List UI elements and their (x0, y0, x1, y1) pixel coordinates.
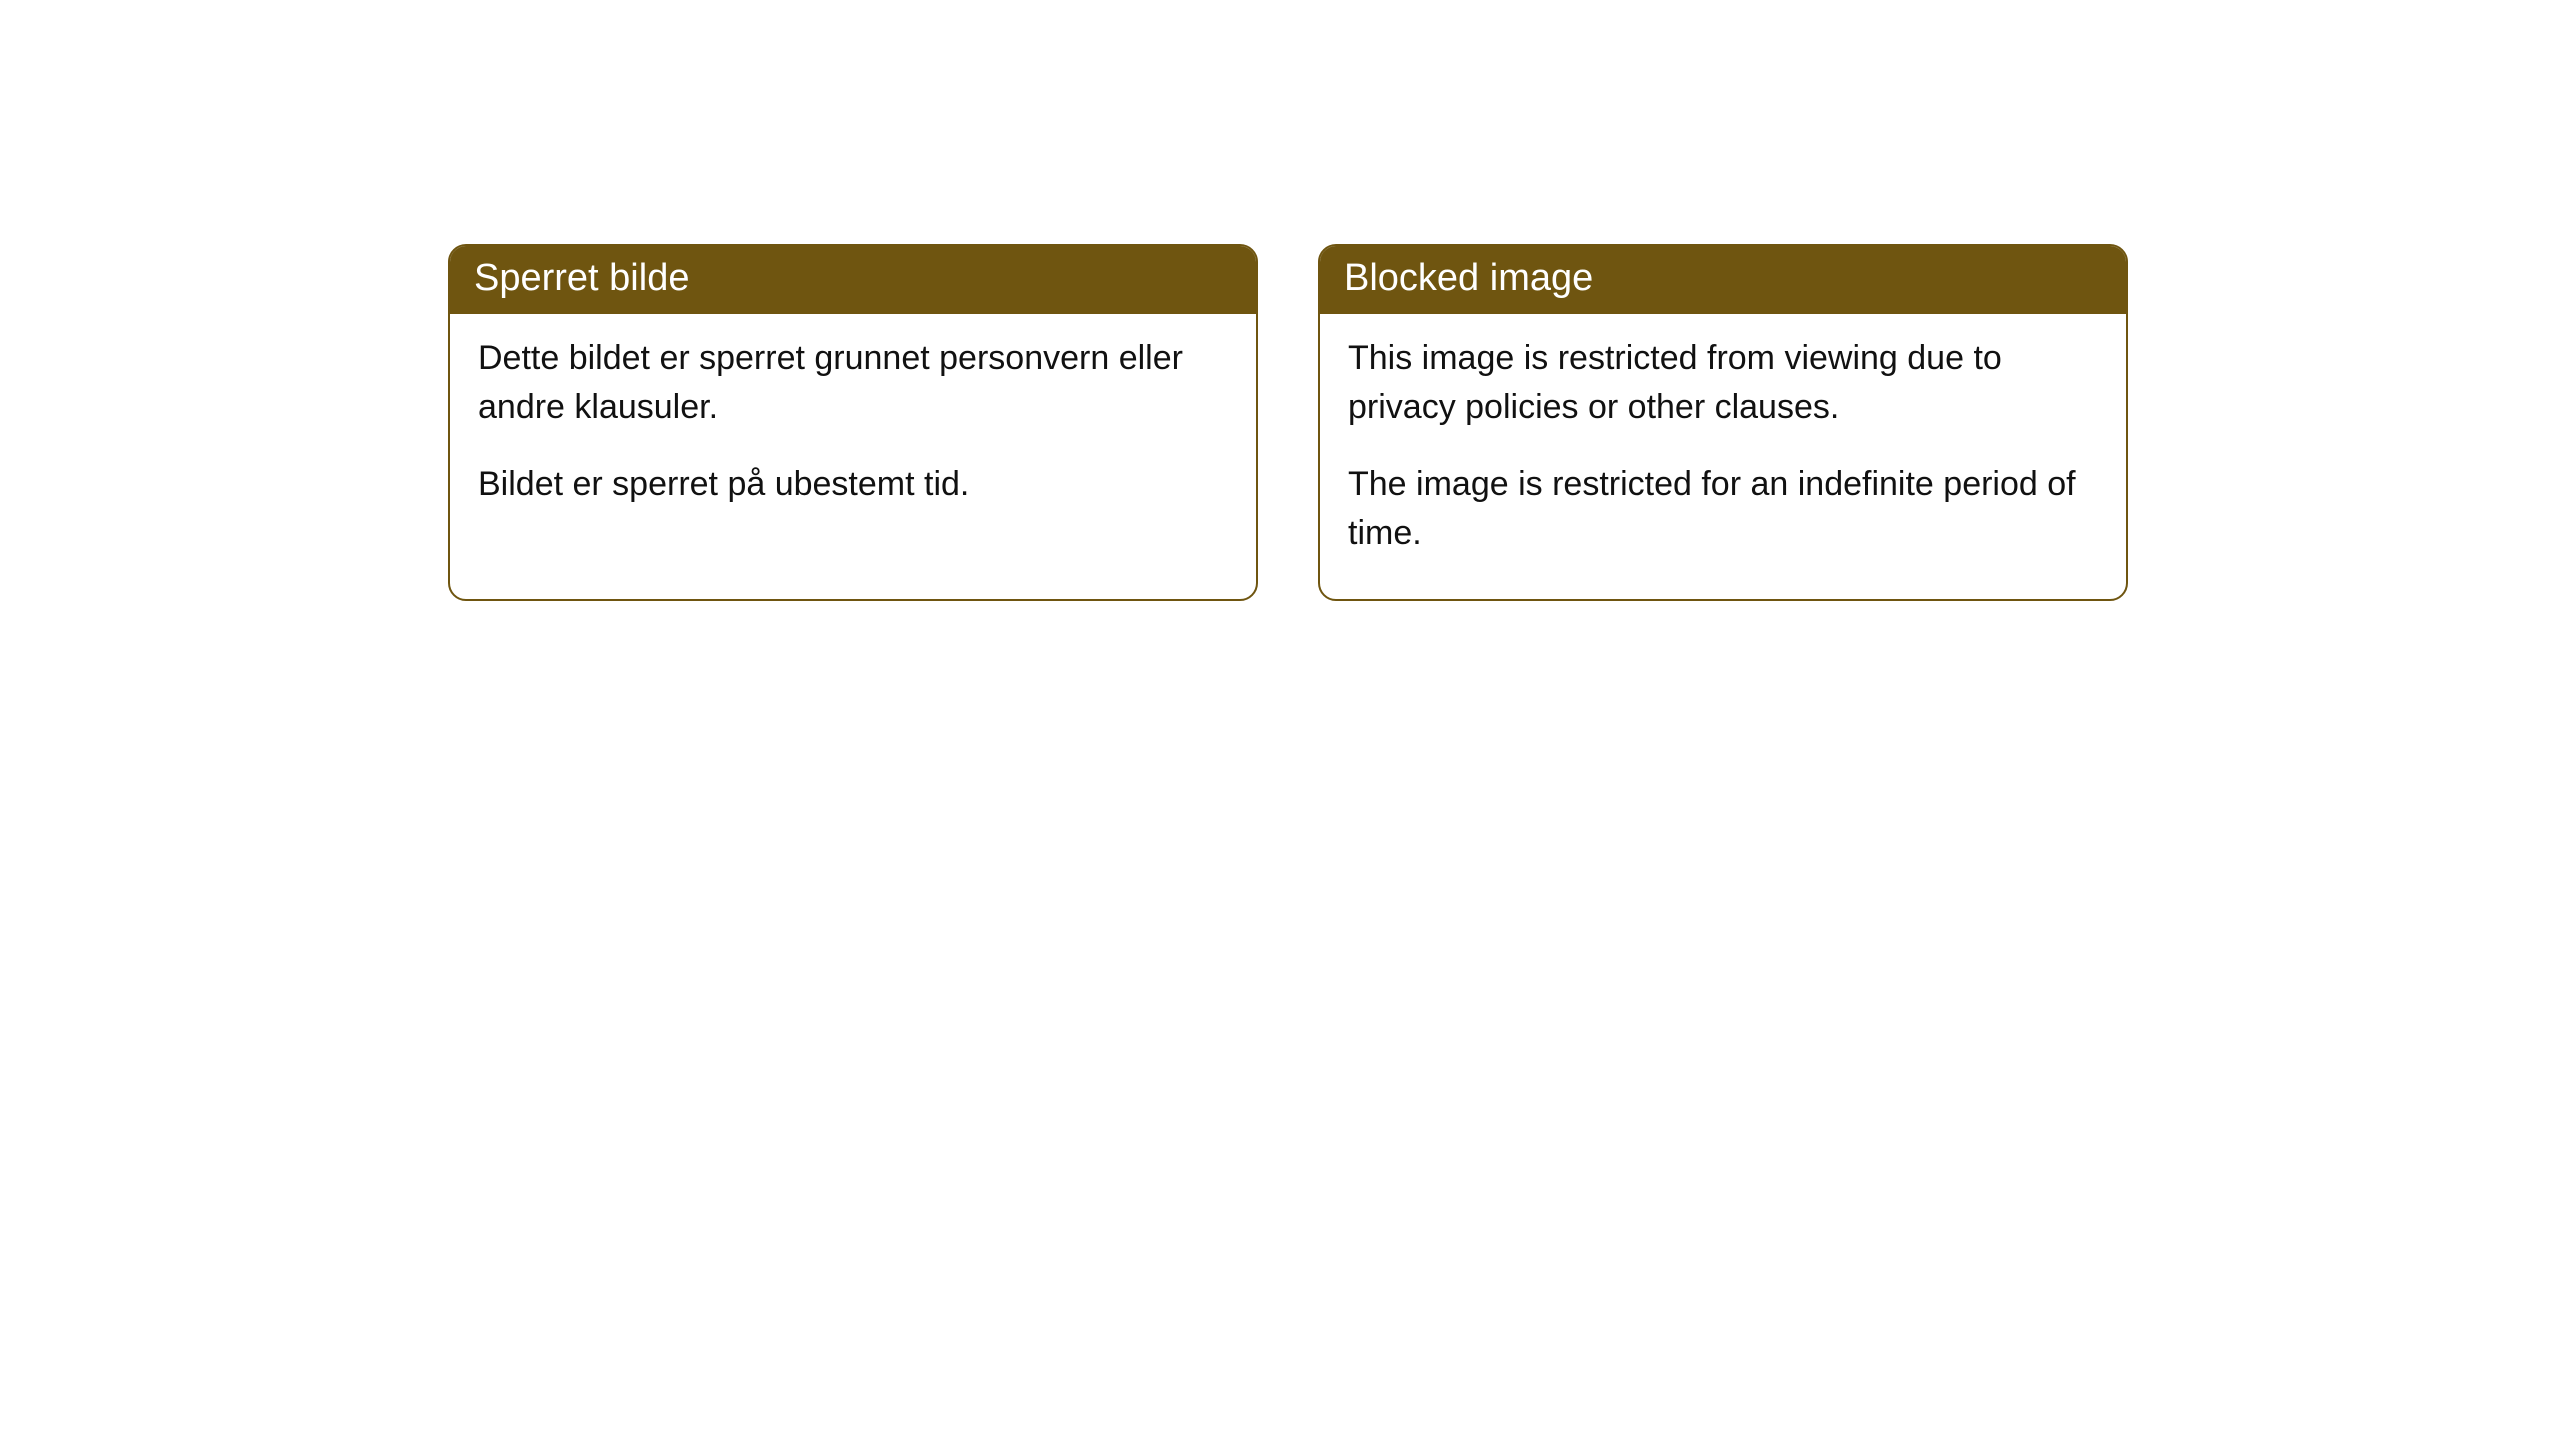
panel-title: Sperret bilde (450, 246, 1256, 314)
panel-body: This image is restricted from viewing du… (1320, 314, 2126, 599)
panel-title: Blocked image (1320, 246, 2126, 314)
panel-paragraph: The image is restricted for an indefinit… (1348, 460, 2098, 559)
panel-body: Dette bildet er sperret grunnet personve… (450, 314, 1256, 550)
panel-container: Sperret bilde Dette bildet er sperret gr… (0, 0, 2560, 601)
panel-paragraph: This image is restricted from viewing du… (1348, 334, 2098, 433)
panel-english: Blocked image This image is restricted f… (1318, 244, 2128, 601)
panel-paragraph: Bildet er sperret på ubestemt tid. (478, 460, 1228, 509)
panel-paragraph: Dette bildet er sperret grunnet personve… (478, 334, 1228, 433)
panel-norwegian: Sperret bilde Dette bildet er sperret gr… (448, 244, 1258, 601)
